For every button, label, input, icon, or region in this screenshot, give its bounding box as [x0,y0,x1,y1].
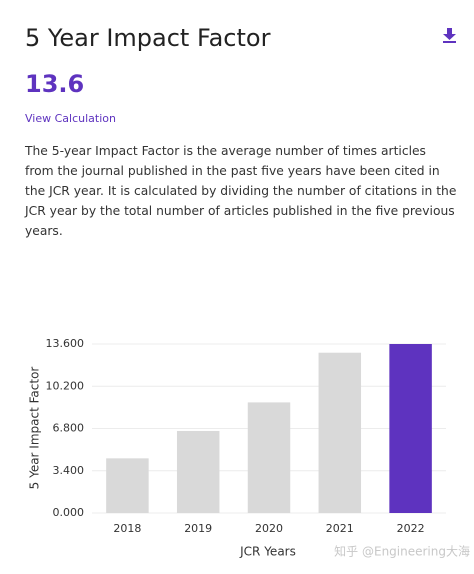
y-axis-label: 5 Year Impact Factor [28,367,42,490]
download-icon[interactable] [443,28,456,43]
description: The 5-year Impact Factor is the average … [25,144,457,238]
y-tick-label: 3.400 [53,464,85,477]
y-tick-label: 6.800 [53,422,85,435]
title: 5 Year Impact Factor [25,24,271,52]
x-tick-label: 2020 [255,522,283,535]
x-tick-label: 2021 [326,522,354,535]
x-tick-label: 2018 [113,522,141,535]
x-tick-label: 2019 [184,522,212,535]
x-tick-label: 2022 [397,522,425,535]
y-tick-label: 13.600 [46,337,85,350]
bar [176,430,220,513]
y-tick-label: 10.200 [46,379,85,392]
watermark: 知乎 @Engineering大海 [334,544,470,559]
bar [389,344,432,513]
bar [247,402,291,513]
view-calculation-link[interactable]: View Calculation [25,112,116,125]
x-axis-label: JCR Years [239,545,296,559]
bar [106,458,149,513]
y-tick-label: 0.000 [53,506,85,519]
metric-value: 13.6 [25,70,85,98]
bar [318,352,362,513]
